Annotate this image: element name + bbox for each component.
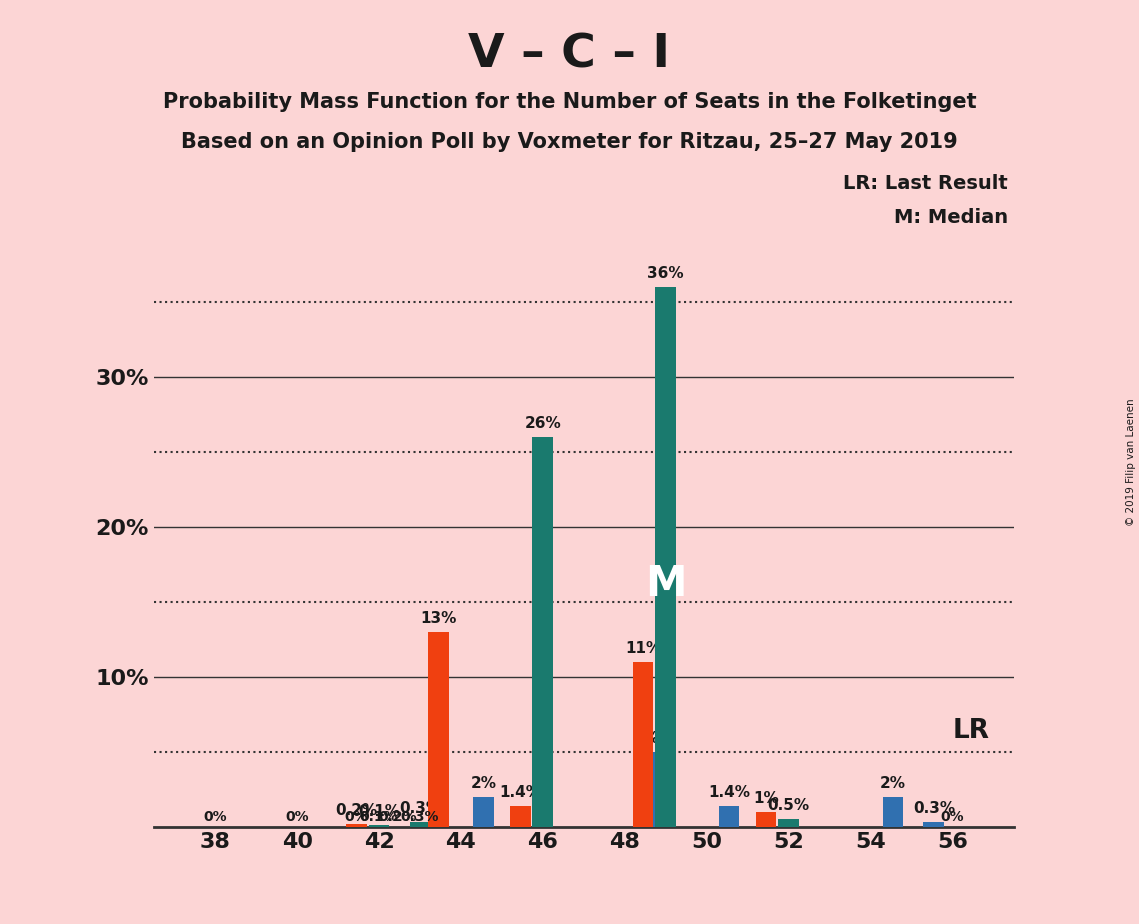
Text: 1.4%: 1.4%: [708, 785, 751, 800]
Text: 0.3%: 0.3%: [912, 801, 954, 817]
Bar: [428, 632, 449, 827]
Bar: [369, 825, 390, 827]
Text: 36%: 36%: [647, 266, 683, 281]
Text: Based on an Opinion Poll by Voxmeter for Ritzau, 25–27 May 2019: Based on an Opinion Poll by Voxmeter for…: [181, 132, 958, 152]
Bar: [755, 812, 777, 827]
Bar: [883, 797, 903, 827]
Text: LR: LR: [952, 719, 990, 745]
Text: LR: Last Result: LR: Last Result: [843, 174, 1008, 193]
Text: 5%: 5%: [634, 731, 661, 746]
Bar: [532, 437, 554, 827]
Bar: [778, 820, 798, 827]
Text: 0.1%: 0.1%: [358, 805, 400, 820]
Bar: [410, 822, 431, 827]
Text: 0%: 0%: [204, 810, 227, 824]
Text: 0%: 0%: [285, 810, 309, 824]
Text: 0.3%: 0.3%: [399, 801, 441, 817]
Text: 2%: 2%: [880, 776, 906, 791]
Bar: [924, 822, 944, 827]
Text: 0.2%: 0.2%: [378, 810, 417, 824]
Bar: [510, 806, 531, 827]
Text: 13%: 13%: [420, 611, 457, 626]
Text: 0.1%: 0.1%: [360, 810, 399, 824]
Bar: [346, 824, 367, 827]
Text: 11%: 11%: [625, 641, 662, 656]
Text: 0%: 0%: [345, 810, 368, 824]
Text: 0%: 0%: [941, 810, 964, 824]
Text: © 2019 Filip van Laenen: © 2019 Filip van Laenen: [1126, 398, 1136, 526]
Text: M: Median: M: Median: [894, 208, 1008, 227]
Text: 0.5%: 0.5%: [768, 798, 810, 813]
Text: Probability Mass Function for the Number of Seats in the Folketinget: Probability Mass Function for the Number…: [163, 92, 976, 113]
Bar: [719, 806, 739, 827]
Text: 2%: 2%: [470, 776, 497, 791]
Text: M: M: [645, 563, 687, 605]
Text: 26%: 26%: [524, 416, 562, 431]
Text: V – C – I: V – C – I: [468, 32, 671, 78]
Text: 0.3%: 0.3%: [401, 810, 440, 824]
Bar: [473, 797, 494, 827]
Text: 1.4%: 1.4%: [499, 785, 541, 800]
Text: 1%: 1%: [753, 791, 779, 806]
Bar: [655, 287, 677, 827]
Bar: [637, 752, 657, 827]
Text: 0.2%: 0.2%: [335, 803, 378, 818]
Bar: [633, 662, 654, 827]
